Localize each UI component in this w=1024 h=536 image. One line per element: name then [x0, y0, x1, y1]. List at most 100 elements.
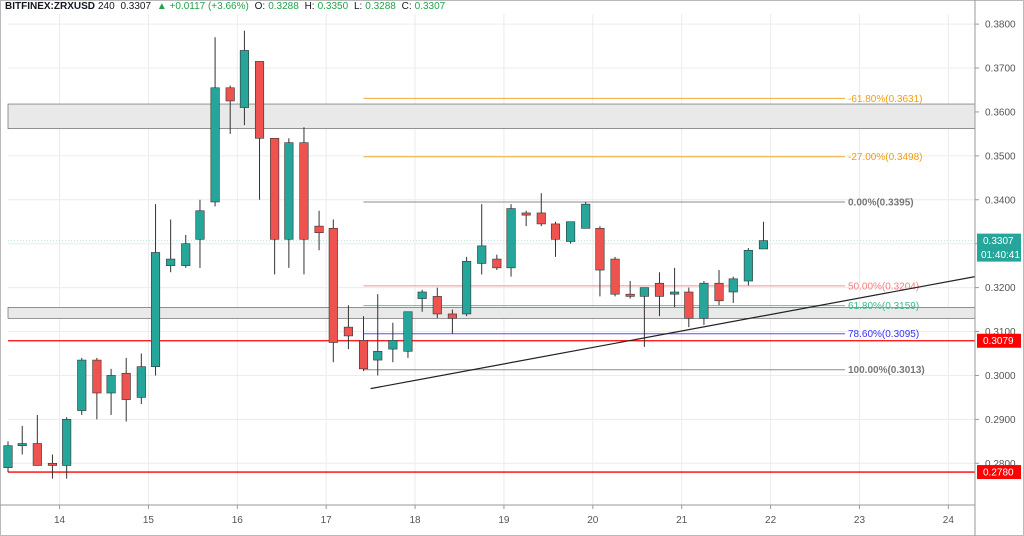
y-tick-label: 0.3500 — [985, 151, 1016, 162]
candle-body — [166, 258, 176, 266]
candle-body — [625, 293, 635, 297]
close-value: 0.3307 — [414, 1, 446, 12]
y-tick-label: 0.3100 — [985, 327, 1016, 338]
level-price-tag — [977, 333, 1021, 348]
open-label: O: — [254, 1, 266, 12]
candle-body — [714, 282, 724, 302]
level-price-tag — [977, 465, 1021, 480]
y-tick-label: 0.3600 — [985, 107, 1016, 118]
candle-body — [492, 258, 502, 269]
candle-body — [150, 252, 161, 367]
candle-body — [373, 350, 383, 361]
candle-body — [566, 221, 576, 242]
candle-body — [447, 313, 457, 319]
candle-body — [684, 291, 694, 319]
candle-body — [595, 228, 605, 271]
x-tick-label: 16 — [232, 515, 244, 526]
candle-body — [358, 340, 369, 370]
candle-body — [239, 50, 249, 108]
current-price-label: 0.3307 — [983, 236, 1014, 247]
candle-body — [462, 260, 472, 315]
x-tick-label: 21 — [676, 515, 688, 526]
candle-body — [181, 243, 191, 266]
candle-body — [17, 443, 27, 447]
candle-body — [670, 291, 680, 295]
candle-body — [3, 445, 13, 468]
fib-level-label: 100.00%(0.3013) — [848, 365, 925, 376]
x-tick-label: 24 — [943, 515, 955, 526]
candle-body — [254, 61, 265, 139]
candle-body — [225, 87, 235, 102]
fib-level-label: -27.00%(0.3498) — [848, 152, 923, 163]
candle-body — [506, 208, 516, 269]
candle-body — [299, 142, 309, 240]
x-tick-label: 18 — [410, 515, 422, 526]
last-price: 0.3307 — [120, 1, 152, 12]
candle-body — [581, 203, 591, 229]
close-label: C: — [401, 1, 412, 12]
interval-label[interactable]: 240 — [98, 1, 115, 12]
candle-body — [32, 443, 42, 466]
resistance-zone — [7, 103, 976, 129]
level-price-tag-label: 0.3079 — [983, 336, 1014, 347]
fib-level-label: 61.80%(0.3159) — [848, 301, 919, 312]
low-value: 0.3288 — [365, 1, 396, 12]
candle-body — [210, 87, 220, 203]
y-tick-label: 0.3700 — [985, 64, 1016, 75]
candle-body — [92, 359, 102, 394]
level-price-tag-label: 0.2780 — [983, 468, 1014, 479]
candle-body — [136, 366, 146, 398]
x-tick-label: 15 — [143, 515, 155, 526]
trendline — [370, 276, 976, 390]
y-tick-label: 0.2800 — [985, 459, 1016, 470]
x-tick-label: 23 — [854, 515, 866, 526]
y-tick-label: 0.3200 — [985, 283, 1016, 294]
candle-body — [62, 419, 72, 466]
symbol-header: BITFINEX:ZRXUSD 240 0.3307 ▲ +0.0117 (+3.… — [5, 0, 448, 14]
x-tick-label: 17 — [321, 515, 333, 526]
y-tick-label: 0.3400 — [985, 195, 1016, 206]
candle-body — [343, 326, 353, 337]
symbol-name[interactable]: BITFINEX:ZRXUSD — [5, 1, 95, 12]
candle-body — [699, 282, 709, 319]
candle-body — [521, 212, 531, 216]
x-tick-label: 14 — [54, 515, 66, 526]
candle-body — [477, 245, 487, 264]
candle-body — [121, 372, 131, 400]
candle-body — [654, 282, 665, 297]
high-value: 0.3350 — [317, 1, 349, 12]
candle-body — [388, 340, 398, 350]
candle-body — [328, 228, 338, 343]
low-label: L: — [353, 1, 363, 12]
y-tick-label: 0.3000 — [985, 371, 1016, 382]
price-change: ▲ +0.0117 (+3.66%) — [156, 1, 249, 12]
candle-body — [314, 225, 324, 234]
fib-level-label: 50.00%(0.3204) — [848, 281, 919, 292]
x-tick-label: 22 — [765, 515, 777, 526]
high-label: H: — [304, 1, 315, 12]
candle-body — [536, 212, 546, 225]
fib-level-label: 78.60%(0.3095) — [848, 329, 919, 340]
x-tick-label: 19 — [498, 515, 510, 526]
fib-level-label: -61.80%(0.3631) — [848, 94, 923, 105]
candle-body — [77, 359, 87, 411]
candle-body — [728, 278, 738, 293]
countdown-label: 01:40:41 — [981, 250, 1020, 261]
candle-body — [610, 258, 620, 295]
candle-body — [417, 291, 427, 299]
current-price-tag — [977, 233, 1021, 262]
candle-body — [403, 311, 413, 352]
x-tick-label: 20 — [587, 515, 599, 526]
open-value: 0.3288 — [268, 1, 299, 12]
candle-body — [639, 287, 649, 297]
candle-body — [758, 240, 769, 250]
candle-body — [550, 223, 561, 240]
candle-body — [47, 462, 57, 466]
candle-body — [284, 142, 294, 240]
candle-body — [432, 296, 442, 315]
candle-body — [106, 375, 116, 394]
y-tick-label: 0.3800 — [985, 20, 1016, 31]
y-tick-label: 0.2900 — [985, 415, 1016, 426]
candle-body — [195, 210, 205, 240]
